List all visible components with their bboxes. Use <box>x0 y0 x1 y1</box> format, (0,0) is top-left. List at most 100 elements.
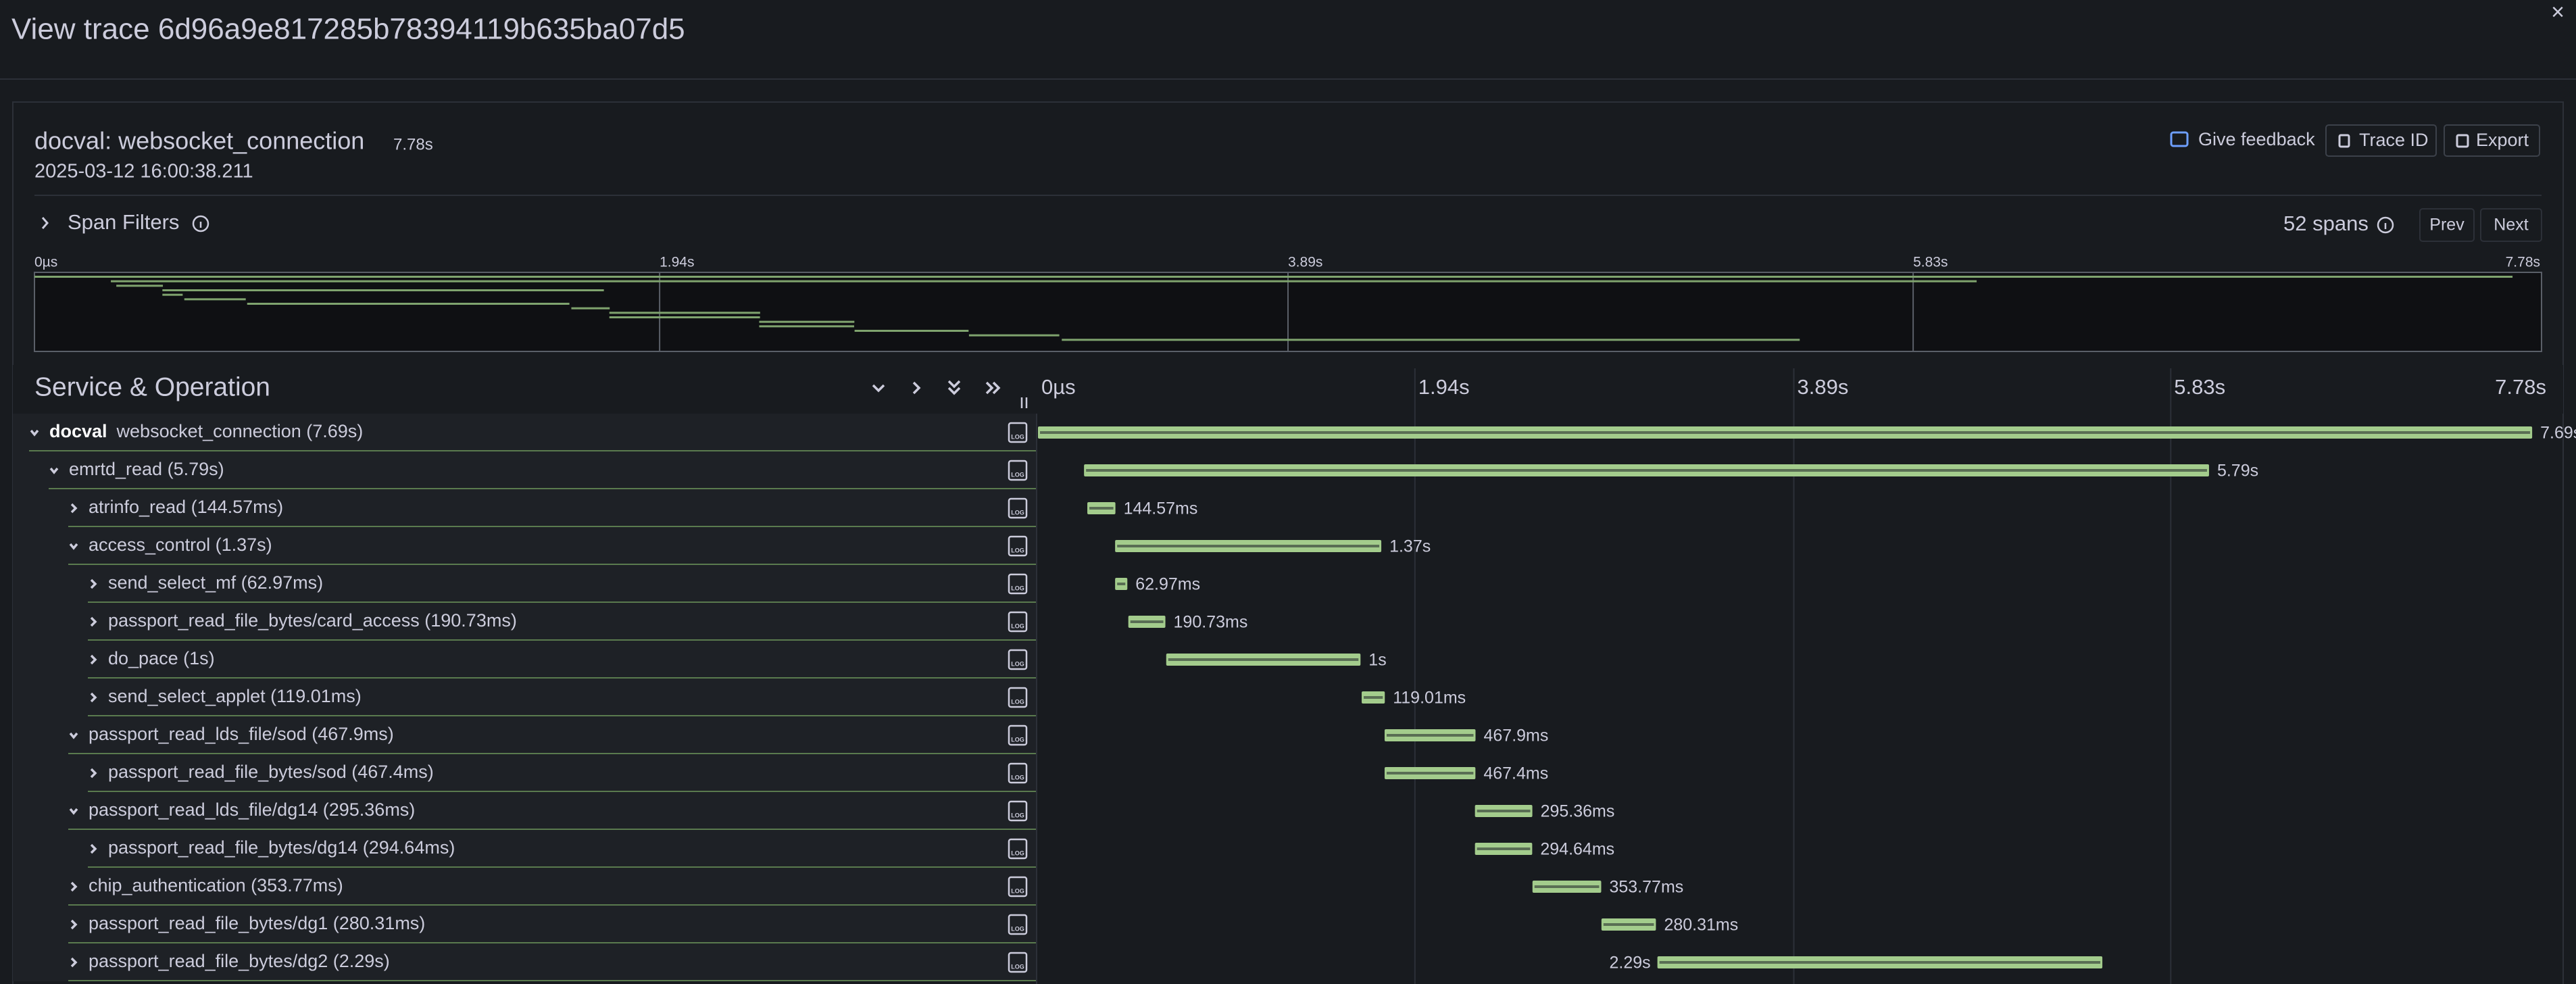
operation-name: access_control (1.37s) <box>89 535 272 555</box>
button-label: Trace ID <box>2359 130 2429 150</box>
button-frame <box>2444 124 2540 157</box>
span-duration: 7.69s <box>2540 424 2576 443</box>
operation-name: send_select_mf (62.97ms) <box>108 572 323 593</box>
span-name: send_select_applet (119.01ms) <box>108 686 362 706</box>
span-name: docval websocket_connection (7.69s) <box>49 421 363 441</box>
expand-chevron[interactable] <box>69 808 78 815</box>
log-icon <box>1008 914 1028 935</box>
expand-one[interactable] <box>912 381 921 395</box>
prev-button[interactable]: Prev <box>2419 208 2475 242</box>
span-duration: 1.37s <box>1389 537 1431 556</box>
button-label: Next <box>2494 216 2528 235</box>
operation-name: atrinfo_read (144.57ms) <box>89 497 283 517</box>
span-duration: 2.29s <box>1609 954 1650 973</box>
span-name: send_select_mf (62.97ms) <box>108 572 323 593</box>
span-duration: 5.79s <box>2217 462 2258 481</box>
span-bar-inner <box>1086 469 2207 472</box>
expand-chevron[interactable] <box>90 579 97 589</box>
span-row <box>13 943 1037 981</box>
span-name: chip_authentication (353.77ms) <box>89 875 343 895</box>
log-icon <box>1008 535 1028 557</box>
minimap-span <box>759 325 854 328</box>
log-icon-text: LOG <box>1011 850 1024 856</box>
collapse-controls <box>872 380 1028 408</box>
span-bar-inner <box>1040 431 2531 434</box>
log-icon <box>1008 687 1028 708</box>
span-row <box>13 451 1037 489</box>
expand-all[interactable] <box>985 381 1001 395</box>
span-rows: docval websocket_connection (7.69s) LOG 7.6… <box>13 414 2576 981</box>
expand-chevron[interactable] <box>70 957 78 968</box>
minimap-span <box>1062 339 1800 341</box>
span-row <box>13 414 1037 451</box>
span-duration: 295.36ms <box>1541 802 1615 821</box>
span-bar-inner <box>1117 583 1126 585</box>
log-icon <box>1008 724 1028 746</box>
span-row <box>13 830 1037 868</box>
trace-start-time: 2025-03-12 16:00:38.211 <box>34 161 253 182</box>
collapse-one[interactable] <box>872 384 885 393</box>
minimap-span <box>571 307 610 310</box>
log-icon <box>1008 497 1028 519</box>
expand-chevron[interactable] <box>90 616 97 627</box>
log-icon-text: LOG <box>1011 736 1024 743</box>
span-name: passport_read_lds_file/sod (467.9ms) <box>89 724 394 744</box>
time-tick-label: 1.94s <box>1418 375 1470 399</box>
operation-name: send_select_applet (119.01ms) <box>108 686 362 706</box>
log-icon-text: LOG <box>1011 887 1024 894</box>
log-icon <box>1008 422 1028 443</box>
feedback-link[interactable]: Give feedback <box>2170 129 2315 149</box>
trace-id-button[interactable]: Trace ID <box>2325 124 2437 157</box>
operation-name: emrtd_read (5.79s) <box>69 459 224 479</box>
span-bar-inner <box>1168 658 1359 661</box>
feedback-text: Give feedback <box>2198 129 2315 149</box>
log-icon-text: LOG <box>1011 774 1024 781</box>
span-duration: 294.64ms <box>1540 840 1614 859</box>
span-name: passport_read_file_bytes/dg2 (2.29s) <box>89 951 390 971</box>
minimap-span <box>609 316 760 318</box>
expand-chevron[interactable] <box>90 692 97 703</box>
span-filters-toggle[interactable]: Span Filters <box>41 210 179 234</box>
operation-name: chip_authentication (353.77ms) <box>89 875 343 895</box>
expand-chevron[interactable] <box>69 543 78 550</box>
span-row <box>13 792 1037 830</box>
copy-icon <box>2338 134 2350 148</box>
minimap-tick-label: 3.89s <box>1288 255 1322 270</box>
next-button[interactable]: Next <box>2480 208 2542 242</box>
operation-name: websocket_connection (7.69s) <box>116 421 364 441</box>
column-resizer[interactable] <box>1020 397 1028 408</box>
span-name: access_control (1.37s) <box>89 535 272 555</box>
expand-chevron[interactable] <box>70 503 78 514</box>
span-duration: 144.57ms <box>1124 499 1198 518</box>
expand-chevron[interactable] <box>70 919 78 930</box>
export-button[interactable]: Export <box>2444 124 2540 157</box>
operation-name: passport_read_file_bytes/dg1 (280.31ms) <box>89 913 425 933</box>
span-row <box>13 906 1037 943</box>
expand-chevron[interactable] <box>70 881 78 892</box>
feedback-icon <box>2170 131 2189 147</box>
span-count: 52 spans <box>2283 212 2369 235</box>
expand-chevron[interactable] <box>90 654 97 665</box>
collapse-all[interactable] <box>947 380 961 395</box>
minimap-tick-label: 5.83s <box>1913 255 1948 270</box>
log-icon-text: LOG <box>1011 471 1024 478</box>
close-button[interactable]: × <box>2551 0 2565 25</box>
span-row <box>13 603 1037 641</box>
span-name: emrtd_read (5.79s) <box>69 459 224 479</box>
button-label: Prev <box>2429 216 2464 235</box>
button-label: Export <box>2476 130 2529 150</box>
expand-chevron[interactable] <box>49 467 59 474</box>
span-row <box>13 641 1037 679</box>
operation-name: passport_read_file_bytes/card_access (19… <box>108 610 517 631</box>
expand-chevron[interactable] <box>90 843 97 854</box>
expand-chevron[interactable] <box>30 429 39 437</box>
minimap-layer: 0µs 1.94s 3.89s 5.83s 7.78s <box>34 255 2540 351</box>
expand-chevron[interactable] <box>90 768 97 779</box>
span-duration: 190.73ms <box>1174 613 1248 632</box>
expand-chevron[interactable] <box>69 732 78 739</box>
minimap-span <box>609 312 760 314</box>
log-icon-text: LOG <box>1011 660 1024 667</box>
minimap-tick-label: 0µs <box>34 255 57 270</box>
